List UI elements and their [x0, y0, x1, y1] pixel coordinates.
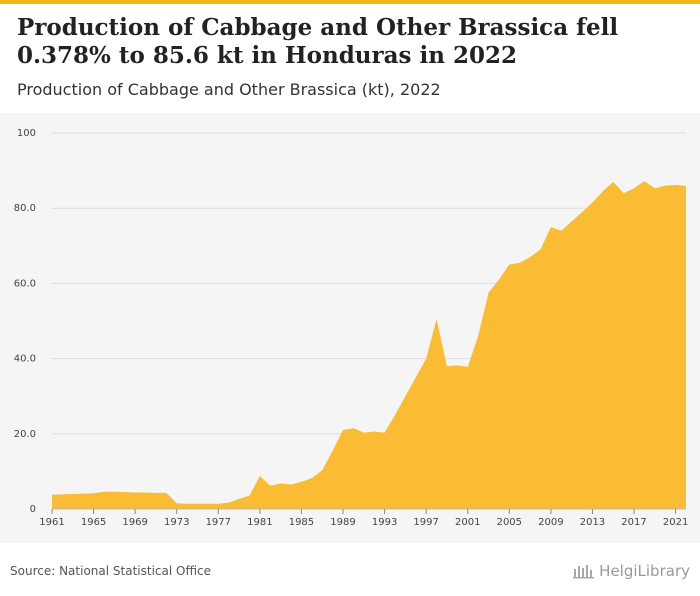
x-tick-label: 2017	[621, 517, 646, 528]
x-tick-label: 1989	[330, 517, 355, 528]
x-tick-label: 1981	[247, 517, 272, 528]
area-series	[52, 181, 686, 509]
accent-bar	[0, 0, 700, 4]
x-tick-label: 1985	[289, 517, 314, 528]
chart-title: Production of Cabbage and Other Brassica…	[17, 14, 619, 69]
x-tick-label: 1961	[39, 517, 64, 528]
chart-subtitle: Production of Cabbage and Other Brassica…	[17, 80, 441, 99]
x-axis-ticks: 1961 1965 1969 1973 1977 1981 1985 1989 1993 1997…	[39, 508, 688, 528]
y-tick-label: 80.0	[14, 203, 36, 214]
x-tick-label: 2021	[663, 517, 688, 528]
y-tick-label: 100	[17, 128, 36, 139]
y-tick-label: 40.0	[14, 354, 36, 365]
y-axis-ticks: 0 20.0 40.0 60.0 80.0 100	[14, 128, 36, 515]
x-tick-label: 1993	[372, 517, 397, 528]
y-tick-label: 60.0	[14, 278, 36, 289]
x-tick-label: 2009	[538, 517, 563, 528]
source-note: Source: National Statistical Office	[10, 564, 212, 578]
x-tick-label: 2005	[497, 517, 522, 528]
x-tick-label: 1965	[81, 517, 106, 528]
x-tick-label: 2013	[580, 517, 605, 528]
x-tick-label: 1969	[122, 517, 147, 528]
brand-name: HelgiLibrary	[599, 562, 690, 580]
x-tick-label: 1973	[164, 517, 189, 528]
x-tick-label: 2001	[455, 517, 480, 528]
area-chart: 0 20.0 40.0 60.0 80.0 100 1961 1965 1969 1973 197…	[14, 128, 689, 528]
library-icon	[573, 565, 595, 579]
y-tick-label: 20.0	[14, 429, 36, 440]
x-tick-label: 1997	[413, 517, 438, 528]
brand-logo: HelgiLibrary	[573, 562, 690, 580]
area-fill	[52, 181, 686, 509]
y-tick-label: 0	[30, 504, 36, 515]
x-tick-label: 1977	[206, 517, 231, 528]
